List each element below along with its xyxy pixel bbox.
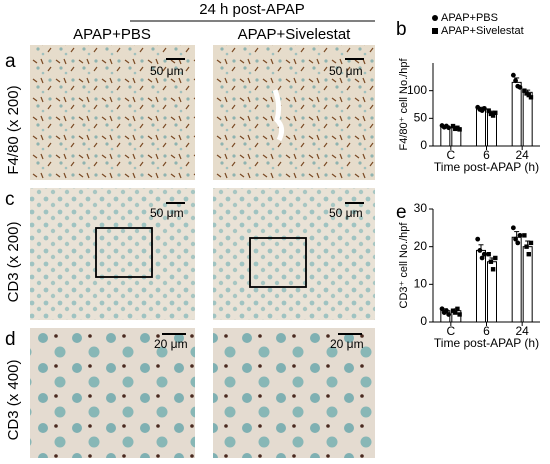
y-tick-label: 30 [414,201,428,215]
data-point [522,233,527,238]
data-point [477,248,483,253]
micrograph [213,328,375,458]
row-label: CD3 (x 400) [5,360,22,441]
data-point [457,127,462,132]
data-point [475,236,481,242]
panel-letter: e [396,202,407,223]
x-tick-label: 24 [515,324,529,338]
bar [511,236,522,323]
y-tick-label: 10 [414,277,428,291]
data-point [510,225,516,231]
legend-label: APAP+Sivelestat [441,25,524,37]
data-point [493,255,498,261]
data-point [457,312,462,317]
data-point [444,308,449,314]
data-point [517,84,523,90]
panel-letter: d [5,329,16,350]
inset-box [95,227,153,278]
data-point [517,232,523,238]
panel-letter: c [5,189,15,210]
column-label: APAP+Sivelestat [238,26,352,43]
data-point [513,78,518,84]
scale-label: 50 μm [150,206,184,220]
scale-label: 20 μm [154,337,188,351]
x-axis-label: Time post-APAP (h) [434,336,539,350]
y-tick-label: 50 [414,111,428,125]
data-point [528,95,534,100]
bar [522,91,533,147]
bar [522,246,533,323]
data-point [455,306,460,312]
data-point [446,312,452,317]
data-point [510,72,516,78]
data-point [528,240,534,246]
data-point [524,244,529,249]
y-tick-label: 100 [407,83,427,97]
data-point [490,267,496,272]
micrograph [30,45,195,180]
data-point [486,108,491,113]
y-axis-label: CD3⁺ cell No./hpf [398,222,410,309]
y-tick-label: 0 [420,314,427,328]
bar [511,81,522,147]
scale-label: 20 μm [330,337,364,351]
scale-label: 50 μm [150,64,184,78]
bar [476,108,486,147]
bar [476,249,486,323]
micrograph [213,188,375,320]
data-point [515,240,521,246]
y-tick-label: 20 [414,239,428,253]
data-point [481,105,487,111]
micrograph [30,188,195,320]
row-label: F4/80 (x 200) [5,85,22,174]
x-tick-label: C [446,324,455,338]
row-label: CD3 (x 200) [5,222,22,303]
data-point [481,251,487,257]
data-point [488,259,494,264]
scale-label: 50 μm [329,206,363,220]
figure-header: 24 h post-APAP [199,1,305,18]
data-point [493,110,498,115]
data-point [450,123,456,129]
x-tick-label: 6 [483,324,490,338]
data-point [526,92,531,98]
data-point [479,255,485,261]
legend-label: APAP+PBS [441,12,498,24]
legend-marker [432,28,438,34]
x-tick-label: 6 [483,148,490,162]
data-point [490,113,496,118]
micrograph [213,45,375,180]
data-point [486,252,491,257]
data-point [513,236,518,242]
column-label: APAP+PBS [73,26,151,43]
data-point [439,306,445,312]
data-point [522,88,527,93]
y-tick-label: 0 [420,138,427,152]
inset-box [249,237,307,288]
scale-label: 50 μm [329,64,363,78]
legend-marker [432,15,438,21]
micrograph [30,328,195,458]
panel-letter: a [5,51,16,72]
data-point [453,310,458,315]
x-tick-label: 24 [515,148,529,162]
vessel [272,89,285,142]
x-tick-label: C [446,148,455,162]
x-axis-label: Time post-APAP (h) [434,160,539,174]
data-point [446,125,452,131]
y-axis-label: F4/80⁺ cell No./hpf [398,58,410,151]
data-point [526,252,531,257]
panel-letter: b [396,19,407,40]
bar [487,112,497,147]
